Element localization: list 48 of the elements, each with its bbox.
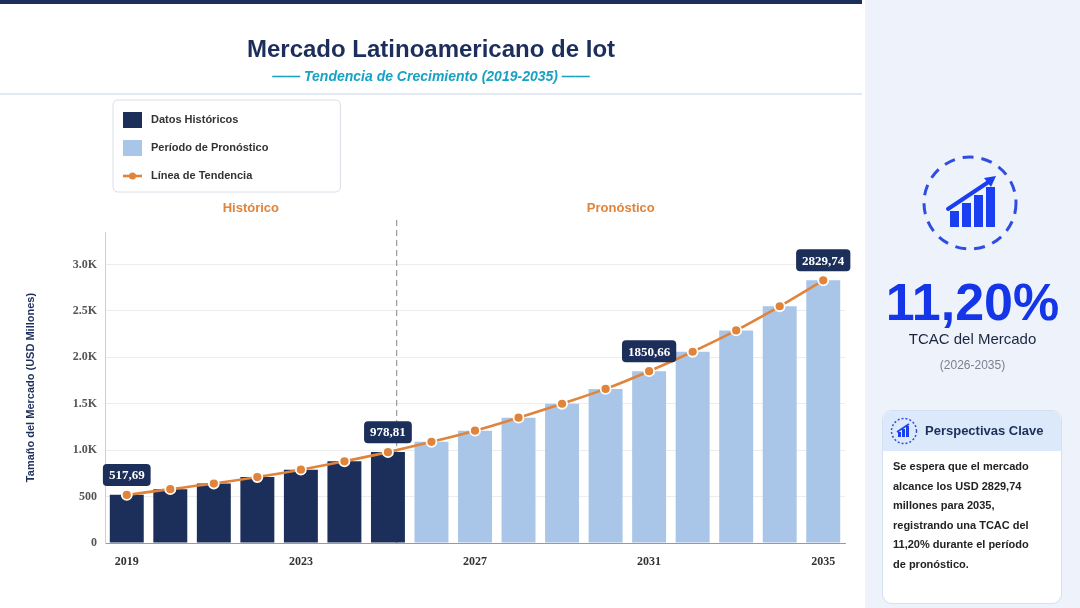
legend-label: Período de Pronóstico — [151, 141, 269, 154]
y-tick-label: 1.0K — [72, 442, 98, 457]
x-tick-label: 2031 — [637, 554, 662, 569]
text: Se espera que el mercado alcance los USD 2829,74 millones para 2035, registrando una TCAC del 11,20% durante el período de pronóstico. — [893, 459, 1030, 572]
y-tick-label: 2.0K — [72, 349, 98, 364]
bar — [109, 494, 144, 543]
text: (2026-2035) — [938, 357, 1007, 374]
data-label: 517,69 — [108, 467, 146, 483]
bar — [762, 306, 797, 543]
x-tick-label: 2023 — [288, 554, 313, 569]
bar — [675, 351, 710, 543]
bar — [458, 430, 492, 543]
bar — [632, 371, 667, 543]
y-tick-label: 1.5K — [72, 395, 98, 410]
point — [207, 477, 220, 490]
bar — [545, 403, 580, 543]
bar — [370, 452, 405, 543]
x-tick-label: 2019 — [114, 554, 139, 569]
bar — [588, 388, 623, 543]
y-tick-label: 0 — [91, 535, 97, 550]
text: Histórico — [222, 199, 280, 215]
x-tick-label: 2035 — [811, 554, 836, 569]
legend-label: Línea de Tendencia — [151, 169, 254, 182]
text: Perspectivas Clave — [925, 423, 1044, 439]
legend-label: Datos Históricos — [151, 113, 239, 126]
text: 11,20% — [884, 273, 1061, 331]
bar — [806, 280, 841, 543]
y-axis-title: Tamaño del Mercado (USD Millones) — [23, 292, 36, 483]
data-label: 978,81 — [370, 424, 406, 440]
bar — [283, 469, 318, 543]
bar — [414, 441, 449, 543]
data-label: 2829,74 — [802, 252, 845, 268]
bar — [719, 330, 754, 543]
y-tick-label: 500 — [79, 488, 97, 503]
data-label: 1850,66 — [627, 343, 671, 359]
bar — [240, 477, 275, 543]
chart-title: Mercado Latinoamericano de Iot — [245, 35, 617, 63]
point — [120, 489, 133, 501]
x-tick-label: 2027 — [463, 554, 487, 569]
bar — [501, 417, 536, 543]
y-tick-label: 3.0K — [72, 256, 98, 271]
text: Pronóstico — [586, 199, 655, 215]
y-tick-label: 2.5K — [72, 303, 98, 317]
bar — [196, 483, 231, 543]
chart-subtitle: —— Tendencia de Crecimiento (2019-2035) —— — [271, 68, 591, 84]
bar — [327, 461, 362, 543]
text: TCAC del Mercado — [907, 329, 1038, 349]
bar — [153, 489, 188, 543]
